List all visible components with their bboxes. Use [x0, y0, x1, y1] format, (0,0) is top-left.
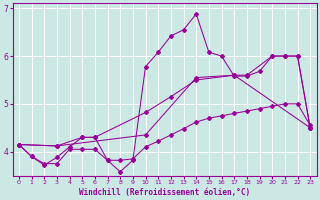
X-axis label: Windchill (Refroidissement éolien,°C): Windchill (Refroidissement éolien,°C)	[79, 188, 250, 197]
